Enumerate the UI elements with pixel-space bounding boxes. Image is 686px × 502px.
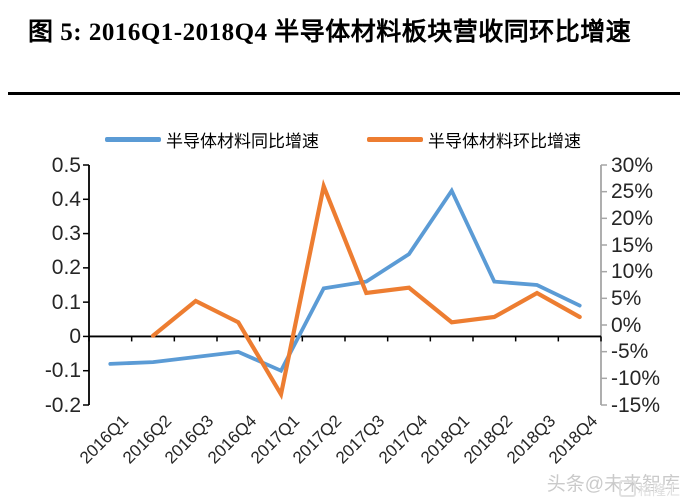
right-axis-tick-label: -10% [611,366,661,390]
right-axis-tick-label: 5% [611,286,642,310]
watermark-logo-icon [619,480,636,497]
right-axis-tick-label: -15% [611,393,661,417]
qoq-series-line [150,179,582,401]
left-axis-tick-label: 0.4 [51,187,81,211]
left-axis-tick-label: 0.5 [51,153,81,177]
right-axis-tick-label: 25% [611,180,654,204]
left-axis-tick-label: -0.2 [44,393,81,417]
left-axis-tick-label: 0 [69,324,81,348]
watermark-logo-text: 格隆汇 [638,482,680,498]
left-axis-tick-label: 0.3 [51,222,81,246]
legend-label-yoy: 半导体材料同比增速 [166,131,319,151]
yoy-line-swatch [105,136,161,142]
watermark-logo: 格隆汇 [619,480,680,500]
right-axis-tick-label: 20% [611,206,654,230]
yoy-series-line [108,186,582,374]
watermark: 头条@未来智库 格隆汇 [546,469,680,498]
legend-item-qoq: 半导体材料环比增速 [367,127,581,151]
figure-title: 图 5: 2016Q1-2018Q4 半导体材料板块营收同环比增速 [28,19,632,46]
right-axis-tick-label: 0% [611,313,642,337]
watermark-text: 头条@未来智库 [546,474,680,495]
legend-label-qoq: 半导体材料环比增速 [428,131,581,151]
right-axis-tick-label: 30% [611,153,654,177]
legend-item-yoy: 半导体材料同比增速 [105,127,319,151]
right-axis-tick-label: -5% [611,340,649,364]
right-axis-tick-label: 10% [611,260,654,284]
chart-legend: 半导体材料同比增速 半导体材料环比增速 [0,127,686,151]
title-separator [8,92,680,95]
left-axis-tick-label: 0.1 [51,290,81,314]
right-axis-tick-label: 15% [611,233,654,257]
qoq-line-swatch [367,136,423,142]
left-axis-tick-label: 0.2 [51,256,81,280]
left-axis-tick-label: -0.1 [44,359,81,383]
